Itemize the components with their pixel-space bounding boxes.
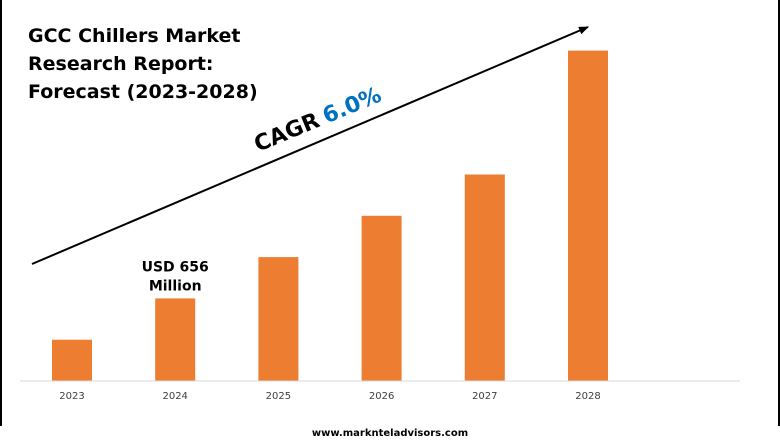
- chart-title: GCC Chillers Market Research Report: For…: [28, 25, 258, 103]
- data-label-line: USD 656: [142, 259, 209, 275]
- cagr-value: 6.0%: [319, 83, 385, 129]
- x-tick-label: 2023: [59, 391, 84, 402]
- x-tick-label: 2026: [369, 391, 394, 402]
- footer-url: www.marknteladvisors.com: [0, 426, 780, 440]
- bar-2025: [258, 257, 299, 381]
- x-tick-label: 2028: [575, 391, 600, 402]
- x-tick-label: 2025: [266, 391, 291, 402]
- x-tick-label: 2027: [472, 391, 497, 402]
- bar-2023: [52, 339, 92, 381]
- bar-2027: [464, 174, 505, 381]
- bar-2026: [361, 215, 402, 381]
- cagr-label: CAGR: [251, 108, 324, 157]
- data-label-line: Million: [149, 278, 202, 294]
- cagr-callout: CAGR6.0%: [251, 83, 385, 158]
- cagr-trend-arrow: [31, 26, 589, 265]
- svg-text:CAGR6.0%: CAGR6.0%: [251, 83, 385, 158]
- x-tick-label: 2024: [162, 391, 187, 402]
- bar-2028: [568, 50, 608, 381]
- bar-2024: [155, 298, 196, 381]
